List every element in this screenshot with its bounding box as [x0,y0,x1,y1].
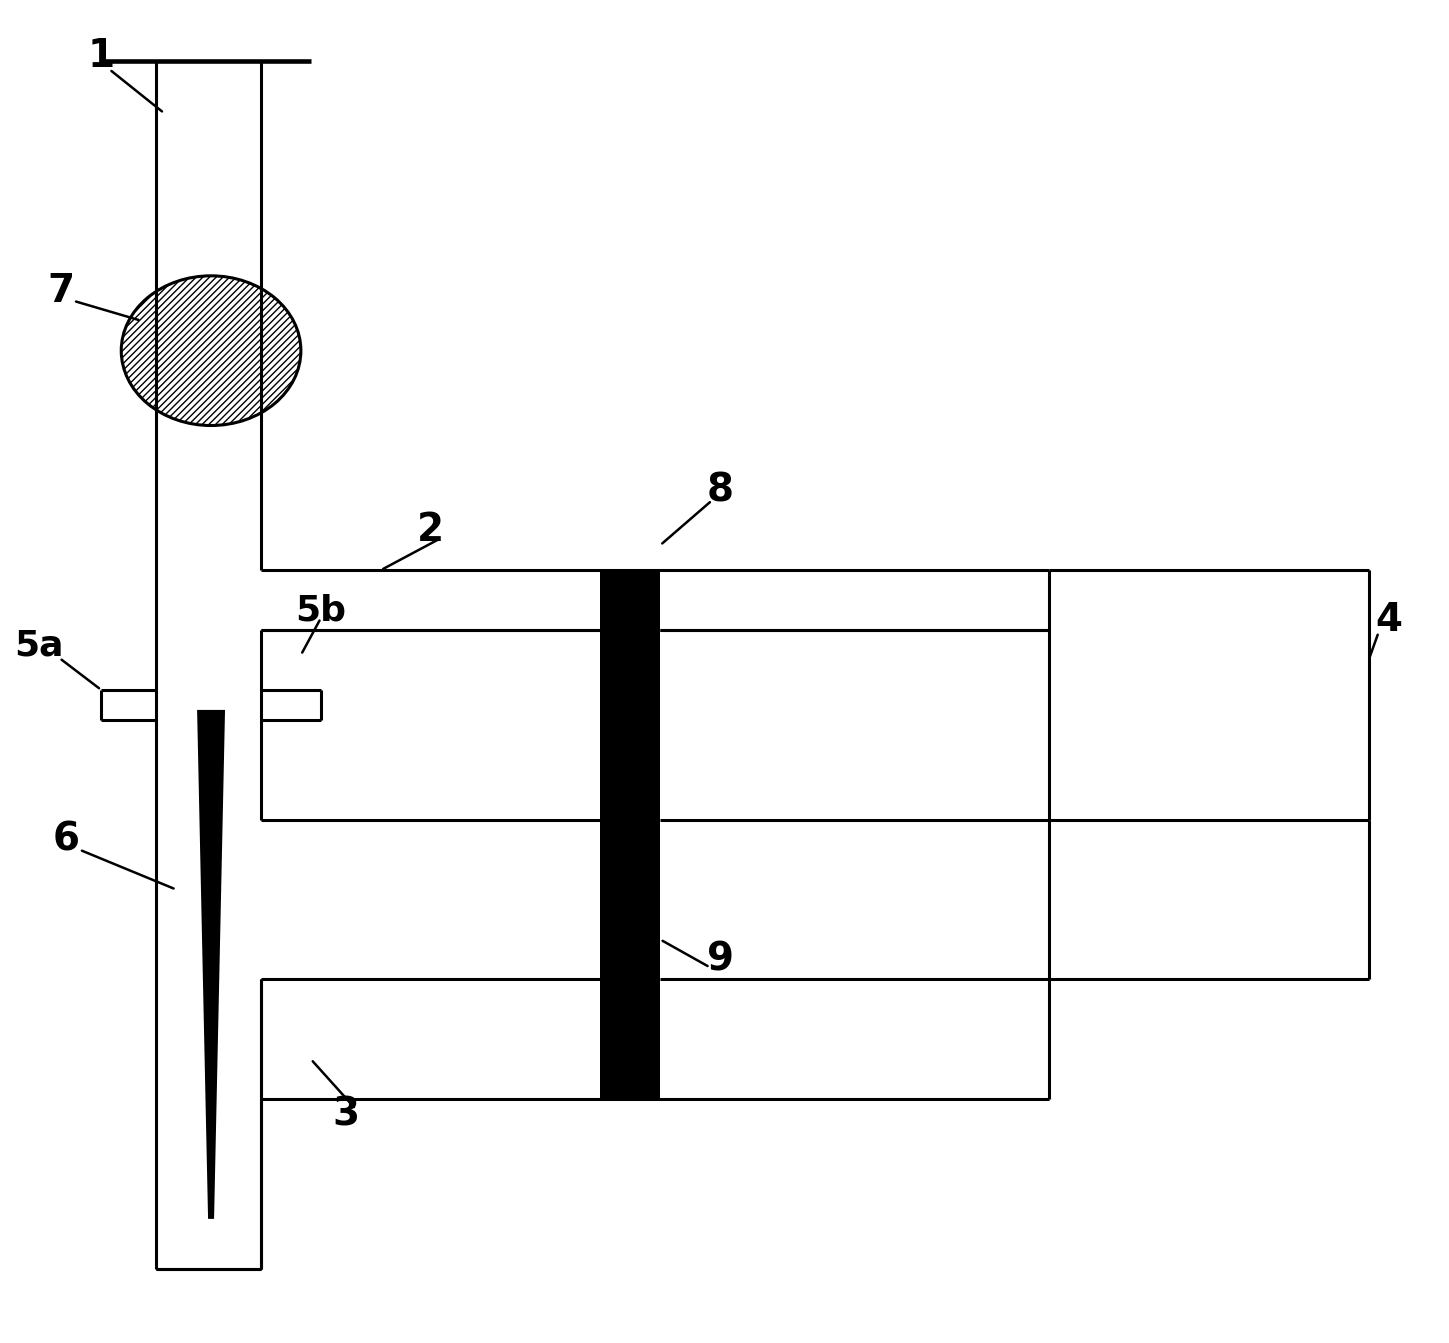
Text: 5b: 5b [296,594,346,627]
Text: 4: 4 [1375,602,1403,639]
Text: 5a: 5a [14,629,64,662]
Text: 8: 8 [707,471,733,509]
Bar [600,819,661,1099]
Bar [600,571,661,819]
Text: 1: 1 [88,38,114,75]
Text: 6: 6 [52,821,80,858]
Text: 3: 3 [332,1095,359,1133]
Polygon shape [197,710,225,1219]
Text: 2: 2 [417,512,445,549]
Text: 7: 7 [48,271,75,310]
Text: 9: 9 [707,940,733,979]
